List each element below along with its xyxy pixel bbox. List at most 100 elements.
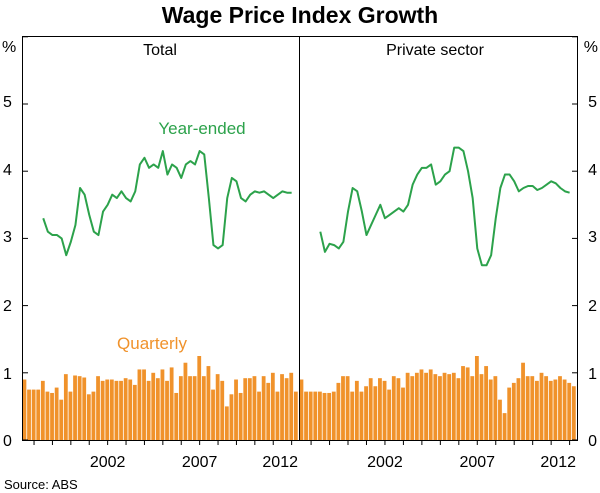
quarterly-bar xyxy=(391,376,396,440)
x-axis-ticks: 2002 2007 2012 2002 2007 2012 xyxy=(23,36,577,471)
quarterly-bar xyxy=(553,379,558,440)
quarterly-bar xyxy=(419,369,424,440)
quarterly-bar xyxy=(414,372,419,440)
quarterly-bar xyxy=(364,386,368,440)
quarterly-bar xyxy=(511,382,516,440)
quarterly-bar xyxy=(91,391,96,440)
quarterly-bar xyxy=(146,380,151,440)
quarterly-bar xyxy=(68,391,73,440)
quarterly-bar xyxy=(521,362,525,440)
y-tick-label: 2 xyxy=(588,298,597,315)
quarterly-bar xyxy=(137,369,142,440)
quarterly-bar xyxy=(178,376,183,440)
x-tick-label: 2007 xyxy=(459,454,495,471)
quarterly-bar xyxy=(123,378,128,440)
quarterly-bar xyxy=(350,391,355,440)
quarterly-bar xyxy=(359,391,364,440)
quarterly-bar xyxy=(447,374,452,440)
y-tick-label: 0 xyxy=(3,433,12,450)
quarterly-bar xyxy=(40,380,45,440)
quarterly-bar xyxy=(289,372,294,440)
quarterly-annotation: Quarterly xyxy=(117,334,187,353)
source-note: Source: ABS xyxy=(4,477,78,492)
quarterly-bar xyxy=(197,356,202,440)
quarterly-bar xyxy=(368,378,373,440)
quarterly-bar xyxy=(114,380,119,440)
quarterly-bar xyxy=(405,372,410,440)
quarterly-bar xyxy=(456,378,461,440)
quarterly-bar xyxy=(261,376,266,440)
quarterly-bar xyxy=(341,376,345,440)
quarterly-bar xyxy=(77,376,82,440)
quarterly-bar xyxy=(539,372,544,440)
plot-area xyxy=(22,146,576,440)
quarterly-bar xyxy=(22,379,27,440)
quarterly-bar xyxy=(238,392,243,440)
quarterly-bar xyxy=(488,379,493,440)
y-unit-left: % xyxy=(2,39,16,56)
quarterly-bar xyxy=(428,369,433,440)
y-tick-label: 0 xyxy=(588,433,597,450)
x-tick-label: 2002 xyxy=(90,454,126,471)
quarterly-bar xyxy=(525,376,530,440)
quarterly-bar xyxy=(465,367,470,440)
quarterly-bar xyxy=(562,379,567,440)
x-tick-label: 2007 xyxy=(182,454,218,471)
quarterly-bar xyxy=(396,378,401,440)
y-tick-label: 1 xyxy=(3,366,12,383)
quarterly-bar xyxy=(36,389,41,440)
quarterly-bar xyxy=(304,391,308,440)
x-tick-label: 2012 xyxy=(262,454,298,471)
quarterly-bar xyxy=(516,378,521,440)
quarterly-bar xyxy=(155,378,160,440)
quarterly-bar xyxy=(192,376,197,440)
panel-title-private-sector: Private sector xyxy=(386,42,484,59)
quarterly-bar xyxy=(50,392,54,440)
quarterly-bar xyxy=(442,372,447,440)
quarterly-bar xyxy=(502,413,507,440)
quarterly-bar xyxy=(215,374,220,440)
y-tick-label: 3 xyxy=(3,229,12,246)
quarterly-bar xyxy=(165,380,169,440)
quarterly-bar xyxy=(318,391,322,440)
quarterly-bar xyxy=(336,382,341,440)
quarterly-bar xyxy=(401,387,405,440)
y-tick-label: 3 xyxy=(588,229,597,246)
y-tick-label: 2 xyxy=(3,298,12,315)
quarterly-bar xyxy=(571,386,576,440)
quarterly-bar xyxy=(484,366,489,440)
quarterly-bar xyxy=(308,391,313,440)
quarterly-bar xyxy=(387,389,392,440)
quarterly-bar xyxy=(424,372,429,440)
quarterly-bar xyxy=(479,374,484,440)
quarterly-bar xyxy=(284,378,289,440)
quarterly-bar xyxy=(378,378,382,440)
quarterly-bar xyxy=(345,376,350,440)
quarterly-bar xyxy=(322,392,327,440)
quarterly-bar xyxy=(544,376,549,440)
quarterly-bar xyxy=(498,399,502,440)
year-ended-line xyxy=(319,146,570,267)
quarterly-bar xyxy=(224,406,229,440)
quarterly-bar xyxy=(530,376,535,440)
quarterly-bar xyxy=(105,379,110,440)
quarterly-bar xyxy=(280,374,284,440)
quarterly-bar xyxy=(266,382,271,440)
quarterly-bar xyxy=(201,376,206,440)
quarterly-bar xyxy=(373,386,378,440)
quarterly-bar xyxy=(257,391,261,440)
quarterly-bar xyxy=(229,394,234,440)
quarterly-bar xyxy=(73,375,77,440)
quarterly-bar xyxy=(293,391,298,440)
y-tick-label: 4 xyxy=(588,162,597,179)
quarterly-bar xyxy=(59,399,64,440)
quarterly-bar xyxy=(438,376,442,440)
panel-title-total: Total xyxy=(143,42,177,59)
quarterly-bar xyxy=(234,379,238,440)
quarterly-bar xyxy=(410,376,415,440)
frame xyxy=(22,36,578,441)
y-ticks-right: 0 1 2 3 4 5 xyxy=(588,94,597,450)
quarterly-bar xyxy=(96,376,100,440)
x-tick-label: 2012 xyxy=(540,454,576,471)
y-tick-label: 4 xyxy=(3,162,12,179)
